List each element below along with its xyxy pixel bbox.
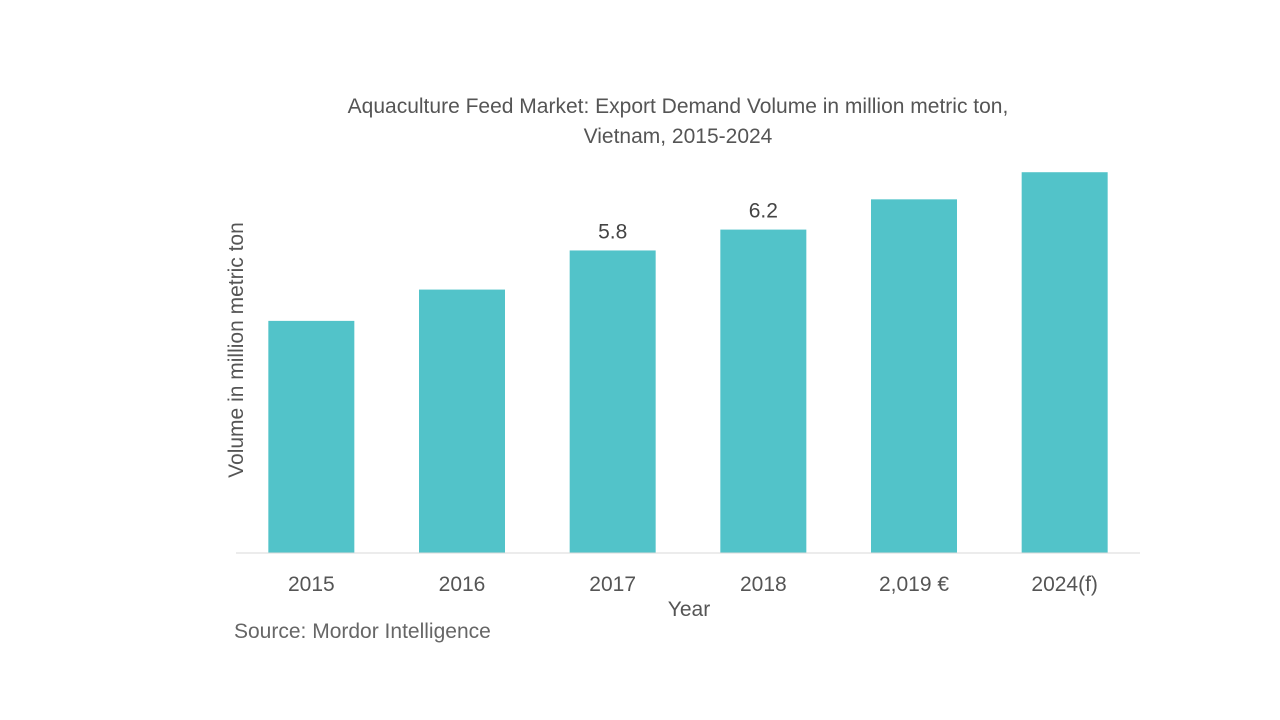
x-tick-label-1: 2016 <box>439 573 486 596</box>
x-tick-label-4: 2,019 € <box>879 573 949 596</box>
x-tick-labels-group: 2015 2016 2017 2018 2,019 € 2024(f) <box>288 573 1098 596</box>
data-label-3: 6.2 <box>749 200 778 223</box>
data-label-2: 5.8 <box>598 220 627 243</box>
x-tick-label-2: 2017 <box>589 573 636 596</box>
bars-group <box>268 172 1108 553</box>
x-tick-label-0: 2015 <box>288 573 335 596</box>
chart-title-line-2: Vietnam, 2015-2024 <box>583 125 773 148</box>
chart-title-line-1: Aquaculture Feed Market: Export Demand V… <box>347 95 1009 118</box>
bar-3 <box>720 229 807 553</box>
x-axis-label: Year <box>667 598 711 621</box>
bar-2 <box>569 250 656 553</box>
bar-4 <box>871 199 957 553</box>
bar-0 <box>268 320 355 553</box>
bar-1 <box>419 289 505 553</box>
bar-5 <box>1021 172 1108 553</box>
source-note: Source: Mordor Intelligence <box>234 620 491 643</box>
x-tick-label-3: 2018 <box>740 573 787 596</box>
chart-title: Aquaculture Feed Market: Export Demand V… <box>240 92 1116 152</box>
x-tick-label-5: 2024(f) <box>1031 573 1098 596</box>
data-labels-group: 5.8 6.2 <box>598 200 778 244</box>
